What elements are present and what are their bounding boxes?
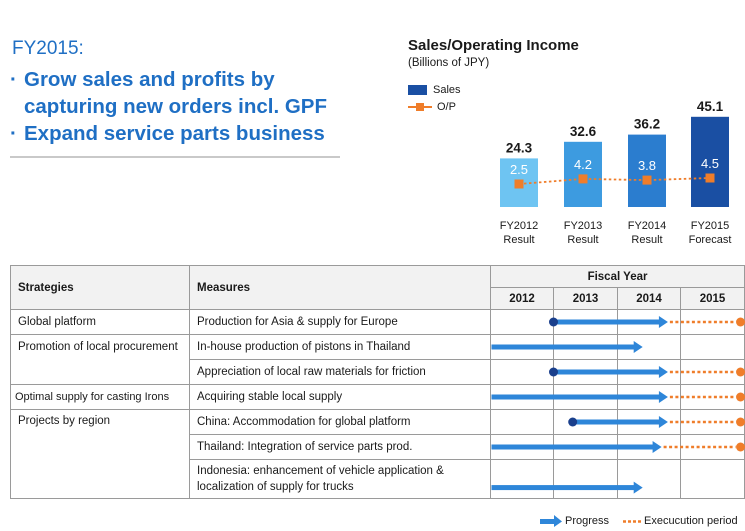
header-fiscal-year: Fiscal Year [489, 265, 745, 288]
header-measures: Measures [189, 265, 491, 310]
header-year: 2015 [679, 287, 745, 310]
category-sublabel: Result [503, 234, 534, 246]
sales-value-label: 24.3 [506, 140, 533, 155]
category-sublabel: Forecast [689, 234, 732, 246]
measure-cell: Production for Asia & supply for Europe [189, 309, 491, 335]
execution-dashed-icon [623, 520, 641, 523]
strategy-cell: Global platform [10, 309, 190, 335]
header-year: 2013 [553, 287, 618, 310]
category-sublabel: Result [567, 234, 598, 246]
legend-sales-swatch [408, 85, 427, 95]
measure-cell: Appreciation of local raw materials for … [189, 359, 491, 385]
chart-title: Sales/Operating Income [408, 37, 579, 54]
strategy-cell: Optimal supply for casting Irons [10, 384, 190, 410]
op-value-label: 3.8 [638, 158, 656, 173]
category-sublabel: Result [631, 234, 662, 246]
goal-bullet: · Expand service parts business [10, 120, 340, 147]
category-label: FY2015 [691, 220, 730, 232]
legend-op-label: O/P [437, 101, 456, 113]
sales-bar [564, 141, 602, 207]
measure-cell: In-house production of pistons in Thaila… [189, 334, 491, 360]
legend-progress-label: Progress [565, 515, 610, 527]
sales-value-label: 36.2 [634, 117, 660, 132]
sales-value-label: 45.1 [697, 99, 724, 114]
goal-bullets: · Grow sales and profits by capturing ne… [10, 66, 340, 147]
op-point [705, 173, 715, 183]
measure-cell: China: Accommodation for global platform [189, 409, 491, 435]
divider [10, 156, 340, 158]
op-value-label: 4.5 [701, 156, 719, 171]
header-year: 2014 [617, 287, 681, 310]
header-strategies: Strategies [10, 265, 190, 310]
legend-progress: Progress [540, 515, 609, 527]
sales-op-chart: 24.3 32.6 36.2 45.1 2.5 4.2 3.8 4.5 FY2012 Result… [500, 99, 732, 246]
goal-bullet-line: Grow sales and profits by [24, 68, 275, 91]
measure-cell: Acquiring stable local supply [189, 384, 491, 410]
strategy-table: Strategies Measures Fiscal Year 2012 201… [10, 265, 745, 499]
goal-bullet: · Grow sales and profits by capturing ne… [10, 66, 340, 120]
fy-heading: FY2015: [12, 38, 84, 59]
category-label: FY2013 [564, 220, 603, 232]
op-value-label: 2.5 [510, 162, 528, 177]
category-label: FY2012 [500, 220, 539, 232]
legend-sales-label: Sales [433, 84, 461, 96]
goal-bullet-line: capturing new orders incl. GPF [24, 95, 327, 118]
bullet-marker: · [10, 68, 17, 91]
chart-subtitle: (Billions of JPY) [408, 57, 490, 69]
bullet-marker: · [10, 122, 17, 145]
legend-op: O/P [408, 101, 456, 113]
strategy-cell: Projects by region [10, 409, 190, 499]
legend-op-line [408, 103, 432, 111]
goal-bullet-line: Expand service parts business [24, 122, 325, 145]
measure-cell: Thailand: Integration of service parts p… [189, 434, 491, 460]
legend-sales: Sales [408, 84, 461, 96]
sales-bar [628, 134, 666, 207]
measure-cell: Indonesia: enhancement of vehicle applic… [189, 459, 491, 499]
header-year: 2012 [490, 287, 554, 310]
legend-execution-label: Execucution period [644, 515, 738, 527]
op-point [642, 175, 652, 185]
sales-bar [691, 116, 729, 207]
strategy-cell: Promotion of local procurement [10, 334, 190, 385]
category-label: FY2014 [628, 220, 667, 232]
op-point [578, 174, 588, 184]
op-value-label: 4.2 [574, 157, 592, 172]
op-line [518, 177, 711, 185]
progress-arrow-icon [540, 515, 562, 527]
op-point [514, 179, 524, 189]
sales-value-label: 32.6 [570, 124, 597, 139]
legend-execution: Execucution period [623, 515, 738, 527]
